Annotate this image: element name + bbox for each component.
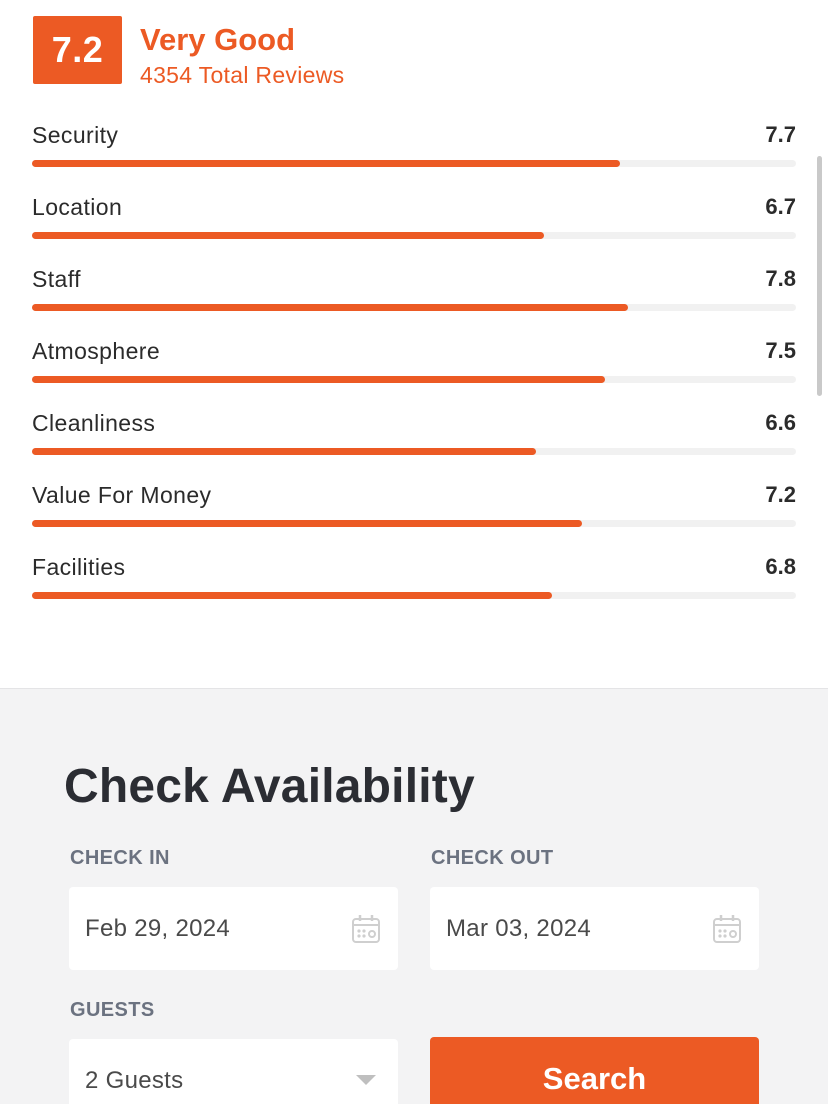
- availability-title: Check Availability: [64, 760, 475, 813]
- calendar-icon: [713, 914, 741, 943]
- scrollbar[interactable]: [817, 156, 822, 396]
- category-bar-track: [32, 160, 796, 167]
- check-in-label: CHECK IN: [70, 847, 170, 869]
- category-bar-fill: [32, 520, 583, 527]
- chevron-down-icon: [356, 1075, 376, 1085]
- check-availability-panel: Check Availability CHECK IN Feb 29, 2024…: [0, 688, 828, 1104]
- category-bar-fill: [32, 592, 552, 599]
- category-row-staff: Staff 7.8: [32, 262, 796, 334]
- category-score: 7.7: [765, 122, 796, 147]
- category-name: Cleanliness: [32, 410, 156, 436]
- category-bar-fill: [32, 304, 628, 311]
- check-out-label: CHECK OUT: [431, 847, 554, 869]
- category-bar-track: [32, 232, 796, 239]
- category-bar-fill: [32, 232, 544, 239]
- category-row-atmosphere: Atmosphere 7.5: [32, 334, 796, 406]
- category-bar-fill: [32, 376, 605, 383]
- rating-label: Very Good: [140, 22, 296, 57]
- category-row-security: Security 7.7: [32, 118, 796, 190]
- guests-label: GUESTS: [70, 999, 155, 1021]
- category-score: 6.8: [765, 554, 796, 579]
- category-score: 6.6: [765, 410, 796, 435]
- category-row-location: Location 6.7: [32, 190, 796, 262]
- category-row-facilities: Facilities 6.8: [32, 550, 796, 622]
- category-bar-fill: [32, 448, 537, 455]
- category-bar-track: [32, 592, 796, 599]
- category-name: Location: [32, 194, 123, 220]
- check-in-value: Feb 29, 2024: [85, 914, 231, 942]
- category-score: 7.8: [765, 266, 796, 291]
- category-score: 7.5: [765, 338, 796, 363]
- category-bar-track: [32, 448, 796, 455]
- category-name: Value For Money: [32, 482, 212, 508]
- calendar-icon: [352, 914, 380, 943]
- category-name: Facilities: [32, 554, 126, 580]
- category-name: Staff: [32, 266, 81, 292]
- category-row-cleanliness: Cleanliness 6.6: [32, 406, 796, 478]
- category-ratings: Security 7.7 Location 6.7 Staff 7.8 Atmo…: [32, 118, 796, 622]
- check-out-field[interactable]: Mar 03, 2024: [430, 887, 759, 970]
- category-row-value-for-money: Value For Money 7.2: [32, 478, 796, 550]
- category-bar-track: [32, 520, 796, 527]
- check-out-value: Mar 03, 2024: [446, 914, 592, 942]
- category-bar-fill: [32, 160, 621, 167]
- guests-select[interactable]: 2 Guests: [69, 1039, 398, 1104]
- overall-score-badge: 7.2: [33, 16, 122, 84]
- category-score: 6.7: [765, 194, 796, 219]
- category-name: Atmosphere: [32, 338, 161, 364]
- guests-value: 2 Guests: [85, 1067, 184, 1094]
- total-reviews-count: 4354 Total Reviews: [140, 62, 345, 88]
- category-name: Security: [32, 122, 119, 148]
- category-bar-track: [32, 376, 796, 383]
- check-in-field[interactable]: Feb 29, 2024: [69, 887, 398, 970]
- category-score: 7.2: [765, 482, 796, 507]
- category-bar-track: [32, 304, 796, 311]
- search-button[interactable]: Search: [430, 1037, 759, 1104]
